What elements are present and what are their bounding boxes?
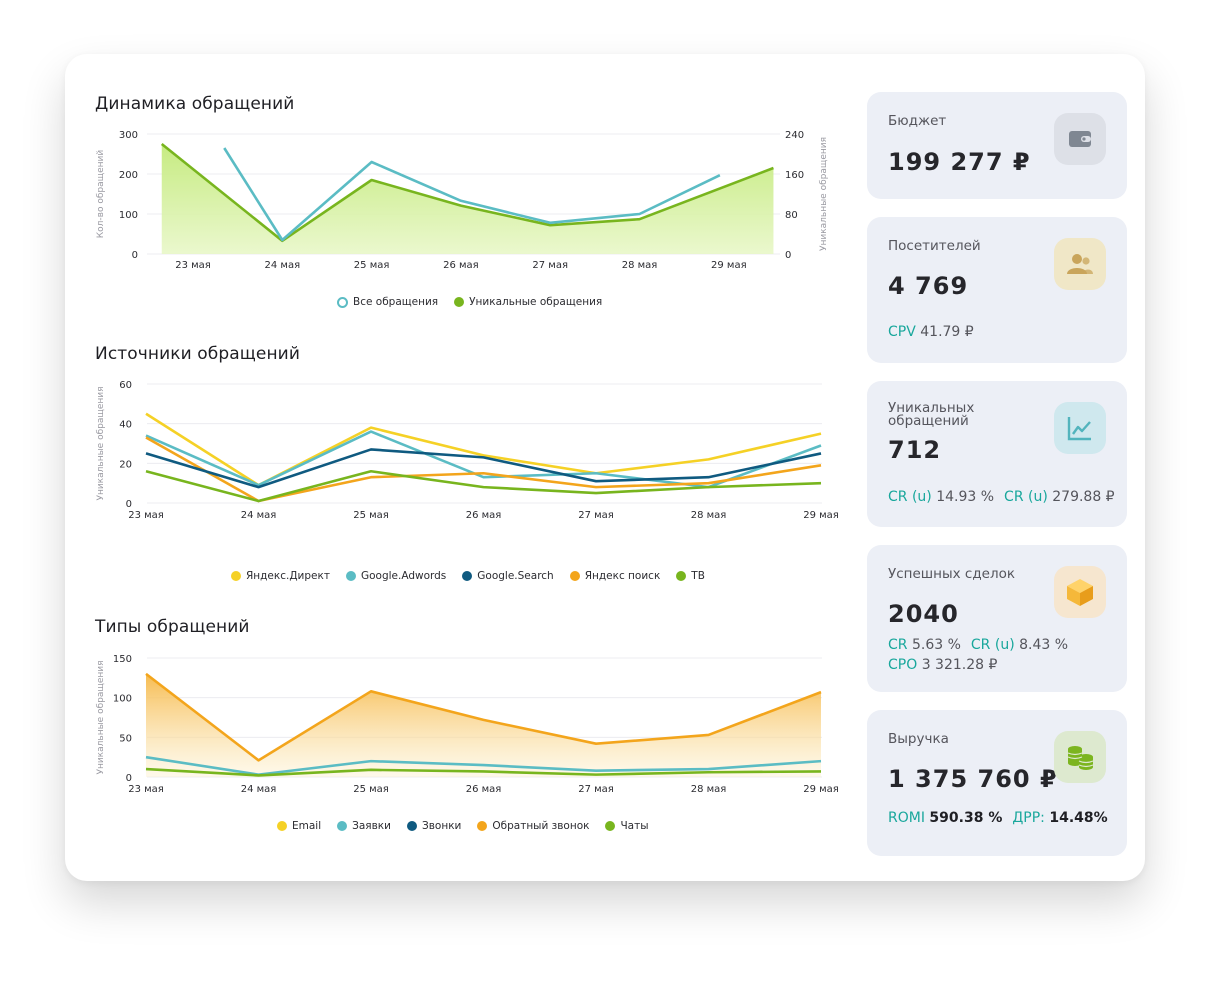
kpi-value: 2040 — [888, 600, 959, 628]
legend-marker-icon — [231, 571, 241, 581]
legend-item[interactable]: Google.Adwords — [345, 570, 447, 582]
metric-label: CR (u) — [1004, 489, 1048, 505]
metric-value: 14.48% — [1049, 810, 1108, 826]
kpi-label: Бюджет — [888, 113, 947, 129]
kpi-label: Выручка — [888, 731, 949, 747]
kpi-value: 1 375 760 ₽ — [888, 765, 1058, 793]
legend-marker-icon — [277, 821, 287, 831]
metric-value: 3 321.28 ₽ — [921, 657, 998, 673]
metric-value: 14.93 % — [936, 489, 995, 505]
legend-label: Чаты — [620, 820, 649, 832]
metric-label: ROMI — [888, 810, 925, 826]
metric: ROMI 590.38 % — [888, 810, 1002, 826]
legend-label: Заявки — [352, 820, 391, 832]
legend-item[interactable]: Email — [277, 820, 321, 832]
kpi-card: Выручка 1 375 760 ₽ ROMI 590.38 % ДРР: 14.4… — [867, 710, 1127, 856]
legend-marker-icon — [462, 571, 473, 581]
legend-marker-icon — [345, 571, 356, 581]
metric: CPO 3 321.28 ₽ — [888, 657, 997, 673]
legend-marker-icon — [337, 821, 348, 831]
metric-label: CR (u) — [888, 489, 932, 505]
legend-marker-icon — [406, 821, 417, 831]
legend-label: Google.Search — [477, 570, 554, 582]
kpi-value: 199 277 ₽ — [888, 148, 1031, 176]
legend-label: ТВ — [691, 570, 705, 582]
legend-label: Яндекс.Директ — [246, 570, 330, 582]
legend-label: Уникальные обращения — [469, 296, 603, 308]
legend-item[interactable]: Чаты — [605, 820, 649, 832]
legend-marker-icon — [454, 297, 465, 307]
kpi-card: Посетителей 4 769 CPV 41.79 ₽ — [867, 217, 1127, 363]
metric-label: CPV — [888, 324, 916, 340]
metric-value: 590.38 % — [929, 810, 1003, 826]
legend-label: Звонки — [421, 820, 462, 832]
legend-marker-icon — [477, 821, 488, 831]
metric: CR 5.63 % — [888, 637, 961, 653]
legend-item[interactable]: Заявки — [337, 820, 391, 832]
legend-marker-icon — [569, 571, 580, 581]
metric-value: 279.88 ₽ — [1052, 489, 1115, 505]
legend-item[interactable]: Звонки — [406, 820, 462, 832]
kpi-label: Посетителей — [888, 238, 981, 254]
legend-label: Обратный звонок — [492, 820, 590, 832]
metric-label: CR (u) — [970, 637, 1015, 653]
metric: ДРР: 14.48% — [1012, 810, 1107, 826]
legend-label: Google.Adwords — [360, 570, 447, 582]
legend-item-unique-requests[interactable]: Уникальные обращения — [454, 296, 602, 308]
legend-types: Email Заявки Звонки Обратный звонок Чаты — [277, 820, 649, 832]
kpi-card: Уникальных обращений 712 CR (u) 14.93 % CR … — [867, 381, 1127, 527]
legend-label: Все обращения — [353, 296, 439, 308]
metric-label: CR — [888, 637, 908, 653]
kpi-metrics: CR 5.63 % CR (u) 8.43 % CPO 3 321.28 ₽ — [888, 637, 1068, 673]
metric-value: 5.63 % — [911, 637, 961, 653]
line-chart-icon — [1054, 402, 1106, 454]
legend-marker-hollow-icon — [337, 296, 348, 308]
section-title-dynamics: Динамика обращений — [95, 94, 295, 114]
metric: CR (u) 279.88 ₽ — [1004, 489, 1115, 505]
kpi-metrics: CR (u) 14.93 % CR (u) 279.88 ₽ — [888, 489, 1115, 505]
kpi-metrics: CPV 41.79 ₽ — [888, 324, 974, 340]
metric-value: 41.79 ₽ — [920, 324, 974, 340]
kpi-value: 712 — [888, 436, 942, 464]
kpi-card: Бюджет 199 277 ₽ — [867, 92, 1127, 199]
metric-value: 8.43 % — [1019, 637, 1069, 653]
legend-item[interactable]: Яндекс поиск — [569, 570, 661, 582]
legend-dynamics: Все обращения Уникальные обращения — [337, 296, 602, 308]
wallet-icon — [1054, 113, 1106, 165]
metric: CR (u) 8.43 % — [971, 637, 1068, 653]
kpi-value: 4 769 — [888, 272, 969, 300]
legend-marker-icon — [676, 571, 687, 581]
metric: CR (u) 14.93 % — [888, 489, 994, 505]
legend-label: Email — [292, 820, 322, 832]
metric: CPV 41.79 ₽ — [888, 324, 974, 340]
kpi-label: Уникальных обращений — [888, 400, 975, 429]
legend-sources: Яндекс.Директ Google.Adwords Google.Search… — [231, 570, 705, 582]
legend-item[interactable]: ТВ — [676, 570, 705, 582]
metric-label: CPO — [888, 657, 918, 673]
legend-marker-icon — [605, 821, 616, 831]
section-title-sources: Источники обращений — [95, 344, 300, 364]
legend-item-all-requests[interactable]: Все обращения — [337, 296, 438, 308]
kpi-card: Успешных сделок 2040 CR 5.63 % CR (u) 8.43 … — [867, 545, 1127, 692]
kpi-metrics: ROMI 590.38 % ДРР: 14.48% — [888, 810, 1108, 826]
box-icon — [1054, 566, 1106, 618]
users-icon — [1054, 238, 1106, 290]
legend-label: Яндекс поиск — [584, 570, 661, 582]
kpi-label: Успешных сделок — [888, 566, 1016, 582]
section-title-types: Типы обращений — [95, 617, 250, 637]
legend-item[interactable]: Google.Search — [462, 570, 554, 582]
legend-item[interactable]: Яндекс.Директ — [231, 570, 330, 582]
legend-item[interactable]: Обратный звонок — [477, 820, 589, 832]
coins-icon — [1054, 731, 1106, 783]
metric-label: ДРР: — [1012, 810, 1045, 826]
